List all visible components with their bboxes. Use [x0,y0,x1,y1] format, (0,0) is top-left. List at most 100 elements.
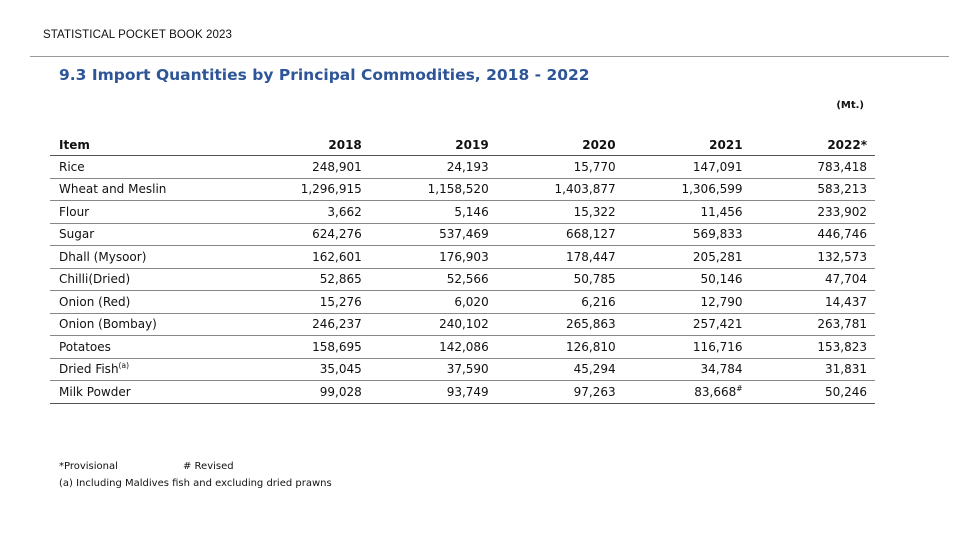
value-cell: 153,823 [750,335,875,359]
value-text: 248,901 [312,159,362,174]
value-cell: 37,590 [369,358,497,381]
value-cell: 162,601 [242,245,370,269]
value-cell: 257,421 [623,313,751,336]
table-row: Milk Powder 99,028 93,749 97,263 83,668# 50,2… [50,380,875,404]
value-cell: 1,306,599 [623,178,751,201]
value-text: 11,456 [700,204,743,219]
item-cell: Milk Powder [50,380,243,404]
value-text: 126,810 [566,339,616,354]
import-quantities-table: Item 2018 2019 2020 2021 2022* Rice 248,9… [50,131,875,404]
value-text: 15,770 [573,159,616,174]
item-label: Milk Powder [59,384,131,399]
value-cell: 15,770 [496,155,624,179]
item-label: Rice [59,159,85,174]
value-text: 1,296,915 [300,182,362,197]
item-cell: Chilli(Dried) [50,268,243,291]
value-cell: 52,566 [369,268,497,291]
value-cell: 246,237 [242,313,370,336]
book-title: STATISTICAL POCKET BOOK 2023 [43,29,232,41]
column-header-2021: 2021 [623,131,751,156]
value-text: 50,246 [825,384,867,399]
value-text: 50,146 [700,272,743,287]
revised-marker: # [736,383,743,393]
value-cell: 99,028 [242,380,370,404]
value-cell: 15,276 [242,290,370,314]
table-row: Wheat and Meslin 1,296,915 1,158,520 1,403,… [50,178,875,201]
value-text: 783,418 [817,159,867,174]
footnote-provisional: *Provisional [59,461,118,472]
item-label: Onion (Bombay) [59,317,157,332]
value-text: 246,237 [312,317,362,332]
value-cell: 24,193 [369,155,497,179]
column-header-item: Item [50,131,243,156]
value-text: 12,790 [700,294,743,309]
value-cell: 233,902 [750,200,875,224]
item-label: Dried Fish [59,362,119,377]
value-cell: 263,781 [750,313,875,336]
value-text: 50,785 [573,272,616,287]
value-text: 37,590 [446,362,489,377]
value-text: 1,403,877 [554,182,616,197]
value-text: 52,865 [319,272,362,287]
column-header-2018: 2018 [242,131,370,156]
value-cell: 537,469 [369,223,497,246]
value-text: 178,447 [566,249,616,264]
table-row: Sugar 624,276 537,469 668,127 569,833 446,746 [50,223,875,246]
value-text: 45,294 [573,362,616,377]
table-row: Chilli(Dried) 52,865 52,566 50,785 50,146 47,… [50,268,875,291]
value-cell: 446,746 [750,223,875,246]
value-cell: 116,716 [623,335,751,359]
value-cell: 6,020 [369,290,497,314]
footnote-marker: (a) [118,361,129,371]
value-text: 257,421 [692,317,743,332]
value-cell: 12,790 [623,290,751,314]
value-cell: 50,146 [623,268,751,291]
value-text: 1,306,599 [681,182,743,197]
value-cell: 35,045 [242,358,370,381]
value-cell: 47,704 [750,268,875,291]
item-cell: Onion (Bombay) [50,313,243,336]
value-cell: 126,810 [496,335,624,359]
value-text: 583,213 [817,182,867,197]
value-cell: 5,146 [369,200,497,224]
item-cell: Flour [50,200,243,224]
value-cell: 176,903 [369,245,497,269]
value-cell: 52,865 [242,268,370,291]
value-cell: 205,281 [623,245,751,269]
value-cell: 668,127 [496,223,624,246]
table-row: Dried Fish(a) 35,045 37,590 45,294 34,784 31,… [50,358,875,381]
value-cell: 15,322 [496,200,624,224]
item-cell: Wheat and Meslin [50,178,243,201]
value-cell: 93,749 [369,380,497,404]
value-text: 668,127 [566,227,616,242]
value-cell: 142,086 [369,335,497,359]
value-text: 153,823 [817,339,867,354]
value-text: 99,028 [319,384,362,399]
value-text: 6,020 [454,294,489,309]
value-text: 47,704 [825,272,867,287]
value-cell: 1,158,520 [369,178,497,201]
value-text: 3,662 [327,204,362,219]
value-cell: 50,785 [496,268,624,291]
value-text: 446,746 [817,227,867,242]
column-header-2019: 2019 [369,131,497,156]
value-cell: 783,418 [750,155,875,179]
value-cell: 1,403,877 [496,178,624,201]
value-cell: 6,216 [496,290,624,314]
value-text: 1,158,520 [427,182,489,197]
value-cell: 3,662 [242,200,370,224]
item-cell: Potatoes [50,335,243,359]
value-text: 569,833 [692,227,743,242]
item-label: Potatoes [59,339,111,354]
value-cell: 265,863 [496,313,624,336]
item-label: Chilli(Dried) [59,272,131,287]
item-label: Flour [59,204,90,219]
value-cell: 34,784 [623,358,751,381]
value-text: 6,216 [581,294,616,309]
value-cell: 583,213 [750,178,875,201]
value-text: 624,276 [312,227,362,242]
value-cell: 178,447 [496,245,624,269]
item-label: Wheat and Meslin [59,182,167,197]
value-text: 263,781 [817,317,867,332]
value-text: 142,086 [439,339,489,354]
